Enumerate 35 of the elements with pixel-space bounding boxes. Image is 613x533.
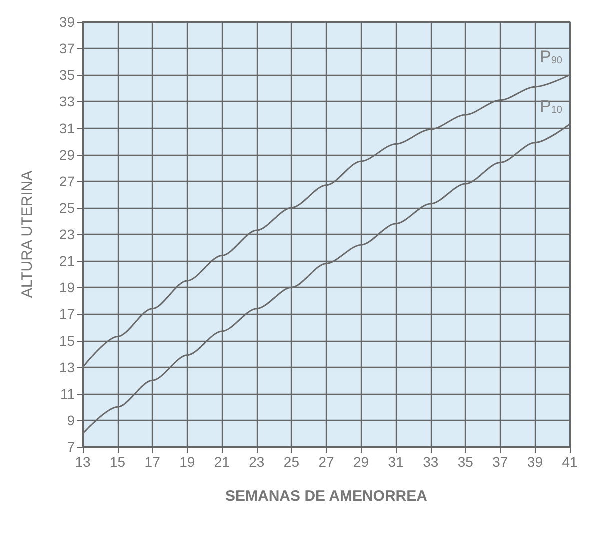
x-tick-label: 33 bbox=[423, 454, 439, 470]
x-tick-label: 23 bbox=[249, 454, 265, 470]
y-tick-label: 13 bbox=[59, 359, 76, 376]
x-tick-label: 39 bbox=[527, 454, 544, 470]
x-tick-label: 37 bbox=[492, 454, 508, 470]
y-tick-label: 7 bbox=[67, 439, 76, 455]
y-tick-label: 17 bbox=[59, 306, 76, 322]
y-tick-label: 31 bbox=[59, 120, 76, 136]
x-tick-label: 21 bbox=[214, 454, 230, 470]
series-label: P10 bbox=[540, 96, 563, 116]
y-tick-label: 11 bbox=[60, 386, 76, 402]
series-label: P90 bbox=[540, 48, 563, 67]
y-tick-label: 19 bbox=[59, 280, 76, 296]
y-tick-label: 23 bbox=[59, 226, 76, 242]
y-tick-label: 9 bbox=[67, 412, 76, 428]
x-tick-label: 29 bbox=[353, 454, 370, 470]
y-tick-label: 21 bbox=[59, 253, 76, 270]
y-tick-label: 29 bbox=[59, 146, 76, 163]
y-tick-label: 35 bbox=[59, 67, 76, 84]
x-tick-label: 19 bbox=[180, 454, 196, 470]
x-tick-label: 15 bbox=[110, 454, 126, 470]
y-tick-label: 25 bbox=[59, 200, 76, 216]
x-tick-label: 25 bbox=[284, 454, 300, 470]
x-tick-label: 17 bbox=[144, 454, 161, 470]
y-tick-label: 39 bbox=[59, 14, 76, 30]
x-tick-label: 35 bbox=[458, 454, 474, 470]
y-tick-label: 15 bbox=[59, 332, 76, 349]
x-axis-title: SEMANAS DE AMENORREA bbox=[226, 488, 428, 505]
y-axis-title: ALTURA UTERINA bbox=[19, 170, 36, 298]
x-tick-label: 27 bbox=[318, 454, 334, 470]
x-tick-label: 41 bbox=[562, 454, 578, 470]
y-tick-label: 37 bbox=[59, 40, 76, 57]
y-tick-label: 27 bbox=[59, 173, 76, 190]
x-tick-label: 31 bbox=[388, 454, 404, 470]
y-tick-label: 33 bbox=[59, 94, 76, 110]
